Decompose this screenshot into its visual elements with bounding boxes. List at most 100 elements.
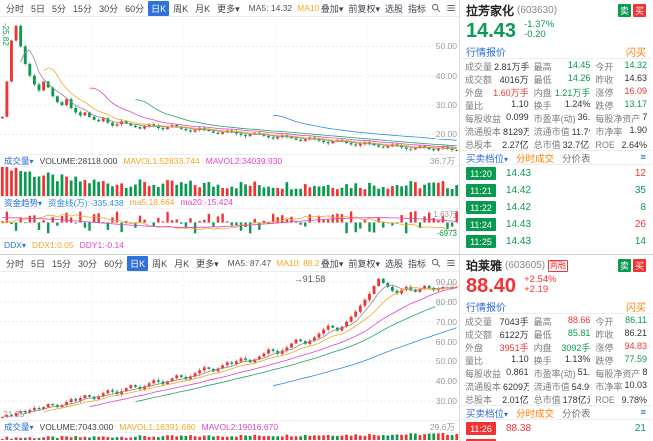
quote-field-value: 1.21万手 bbox=[554, 88, 591, 98]
stat-token: VOLUME:7043.000 bbox=[39, 421, 114, 432]
quote-panel: 珀莱雅 (603605) 两融 卖买 88.40 +2.54% +2.19 行情… bbox=[460, 255, 652, 441]
period-tab[interactable]: 周K bbox=[173, 3, 189, 14]
tab-tick-trades[interactable]: 分时成交 bbox=[516, 153, 555, 165]
quote-field-label: 昨收 bbox=[595, 330, 614, 340]
quote-field-label: 今开 bbox=[595, 62, 614, 72]
period-tab[interactable]: 更多▾ bbox=[217, 3, 240, 14]
trade-badge[interactable]: 买 bbox=[633, 259, 646, 272]
tab-price-volume-table[interactable]: 分价表 bbox=[562, 153, 591, 165]
trade-badge[interactable]: 买 bbox=[633, 4, 646, 17]
price-row: 14.43 -1.37% -0.20 bbox=[460, 18, 652, 44]
menu-icon[interactable] bbox=[446, 3, 456, 13]
period-tab[interactable]: 15分 bbox=[52, 258, 72, 269]
adjust-mode-button[interactable]: 前复权▾ bbox=[348, 3, 380, 14]
period-tab[interactable]: 月K bbox=[195, 3, 211, 14]
period-tab[interactable]: 5日 bbox=[31, 258, 46, 269]
ladder-header: 买卖档位 分时成交 分价表 ≡ bbox=[460, 405, 652, 420]
ddx-indicator-dropdown[interactable]: DDX bbox=[4, 240, 26, 250]
overlay-button[interactable]: 叠加▾ bbox=[320, 258, 344, 269]
period-tab[interactable]: 30分 bbox=[99, 3, 119, 14]
tab-tick-trades[interactable]: 分时成交 bbox=[516, 408, 555, 420]
period-tab[interactable]: 5分 bbox=[52, 3, 67, 14]
overlay-button[interactable]: 叠加▾ bbox=[320, 3, 344, 14]
period-tab[interactable]: 日K bbox=[127, 255, 149, 271]
margin-trading-badge: 两融 bbox=[548, 259, 569, 272]
stock-panel-bottom: 分时 5日 15分 30分 60分 日K 周K 月K 更多▾ MA5: 87.47 MA10: 8… bbox=[0, 255, 653, 441]
trade-badge[interactable]: 卖 bbox=[618, 4, 631, 17]
quote-field-value: 4016万 bbox=[499, 75, 529, 85]
flow-stats: 资金线(万):-335.438 ma5:18.664 ma20:-15.424 bbox=[48, 197, 233, 208]
tick-time-chip: 11:22 bbox=[466, 201, 496, 214]
volume-indicator-dropdown[interactable]: 成交量 bbox=[4, 155, 34, 166]
quote-field-label: 流通股本 bbox=[465, 382, 502, 392]
period-tab[interactable]: 更多▾ bbox=[196, 258, 219, 269]
tick-trade-row[interactable]: 11:22 14.42 8 bbox=[460, 199, 652, 216]
volume-chart[interactable] bbox=[0, 433, 459, 440]
adjust-mode-button[interactable]: 前复权▾ bbox=[348, 258, 380, 269]
kline-chart[interactable]: -25.82 50.00 40.00 30.00 20.00 bbox=[0, 17, 459, 155]
period-tab[interactable]: 30分 bbox=[78, 258, 98, 269]
kline-chart[interactable]: →91.58 21.35 90.00 80.00 70.00 60.00 50.00 40… bbox=[0, 272, 459, 421]
tick-trade-row[interactable]: 11:24 14.43 26 bbox=[460, 216, 652, 233]
period-tab[interactable]: 5日 bbox=[31, 3, 46, 14]
period-tab[interactable]: 分时 bbox=[6, 3, 25, 14]
price-change: -1.37% -0.20 bbox=[524, 20, 554, 42]
quote-field-label: 成交量 bbox=[465, 62, 493, 72]
tick-trade-row[interactable]: 11:21 14.42 35 bbox=[460, 182, 652, 199]
quote-field-value: 54.9亿元 bbox=[571, 382, 591, 392]
stock-picker-button[interactable]: 选股 bbox=[384, 3, 403, 14]
search-icon[interactable] bbox=[431, 258, 441, 268]
volume-indicator-dropdown[interactable]: 成交量 bbox=[4, 421, 34, 432]
stat-token: MA10: 13.95 bbox=[297, 3, 319, 13]
trade-badge[interactable]: 卖 bbox=[618, 259, 631, 272]
period-tab[interactable]: 60分 bbox=[125, 3, 145, 14]
quote-field-label: 每股净资产 bbox=[595, 369, 641, 379]
stock-picker-button[interactable]: 选股 bbox=[384, 258, 403, 269]
quote-field-label: 成交额 bbox=[465, 75, 493, 85]
quote-grid: 成交量 7043手 最高 88.66 今开 86.11 成交额 6122万 最低 85.81 昨收 8… bbox=[460, 314, 652, 405]
search-icon[interactable] bbox=[431, 3, 441, 13]
period-tab[interactable]: 周K bbox=[152, 258, 168, 269]
flow-indicator-dropdown[interactable]: 资金趋势 bbox=[4, 197, 42, 208]
list-icon[interactable]: ≡ bbox=[640, 407, 646, 418]
period-tab[interactable]: 月K bbox=[174, 258, 190, 269]
flow-pane-header: 资金趋势 资金线(万):-335.438 ma5:18.664 ma20:-15.4… bbox=[0, 197, 459, 209]
quote-field-label: 外盘 bbox=[465, 88, 484, 98]
flow-chart[interactable]: 1.63万 -6973 bbox=[0, 209, 459, 239]
menu-icon[interactable] bbox=[446, 258, 456, 268]
caret-down-icon bbox=[30, 156, 34, 166]
quote-field-value: 1.60万手 bbox=[493, 88, 529, 98]
tick-trade-row[interactable]: 11:20 14.43 12 bbox=[460, 165, 652, 182]
tick-time-chip: 11:26 bbox=[466, 422, 496, 435]
quote-field-value: 16.09 bbox=[624, 86, 647, 96]
quote-row: 外盘 1.60万手 内盘 1.21万手 涨停 16.09 bbox=[465, 86, 647, 99]
tab-flash-buy[interactable]: 闪买 bbox=[626, 47, 646, 59]
tick-price: 14.43 bbox=[506, 168, 532, 179]
indicator-button[interactable]: 指标 bbox=[407, 3, 426, 14]
tick-trade-row[interactable]: 11:25 14.43 14 bbox=[460, 233, 652, 250]
tab-market-quote[interactable]: 行情报价 bbox=[466, 302, 506, 314]
tick-price: 14.42 bbox=[506, 185, 532, 196]
ladder-dropdown[interactable]: 买卖档位 bbox=[466, 406, 508, 420]
quote-field-label: 成交额 bbox=[465, 330, 493, 340]
indicator-button[interactable]: 指标 bbox=[407, 258, 426, 269]
tab-market-quote[interactable]: 行情报价 bbox=[466, 47, 506, 59]
quote-field-label: 市盈率(动) bbox=[533, 369, 576, 379]
list-icon[interactable]: ≡ bbox=[640, 152, 646, 163]
volume-chart[interactable] bbox=[0, 167, 459, 197]
tick-trade-row[interactable]: 11:26 88.38 21 bbox=[460, 420, 652, 437]
period-tab[interactable]: 日K bbox=[148, 0, 170, 16]
period-tab[interactable]: 分时 bbox=[6, 258, 25, 269]
quote-field-label: 最低 bbox=[533, 330, 552, 340]
period-tab[interactable]: 15分 bbox=[73, 3, 93, 14]
last-price: 14.43 bbox=[466, 20, 517, 42]
tab-flash-buy[interactable]: 闪买 bbox=[626, 302, 646, 314]
period-tab[interactable]: 60分 bbox=[104, 258, 124, 269]
quote-field-value: 3951手 bbox=[499, 343, 529, 353]
ladder-dropdown[interactable]: 买卖档位 bbox=[466, 151, 508, 165]
tab-price-volume-table[interactable]: 分价表 bbox=[562, 408, 591, 420]
stat-token: MAVOL1:16391.680 bbox=[119, 421, 196, 432]
